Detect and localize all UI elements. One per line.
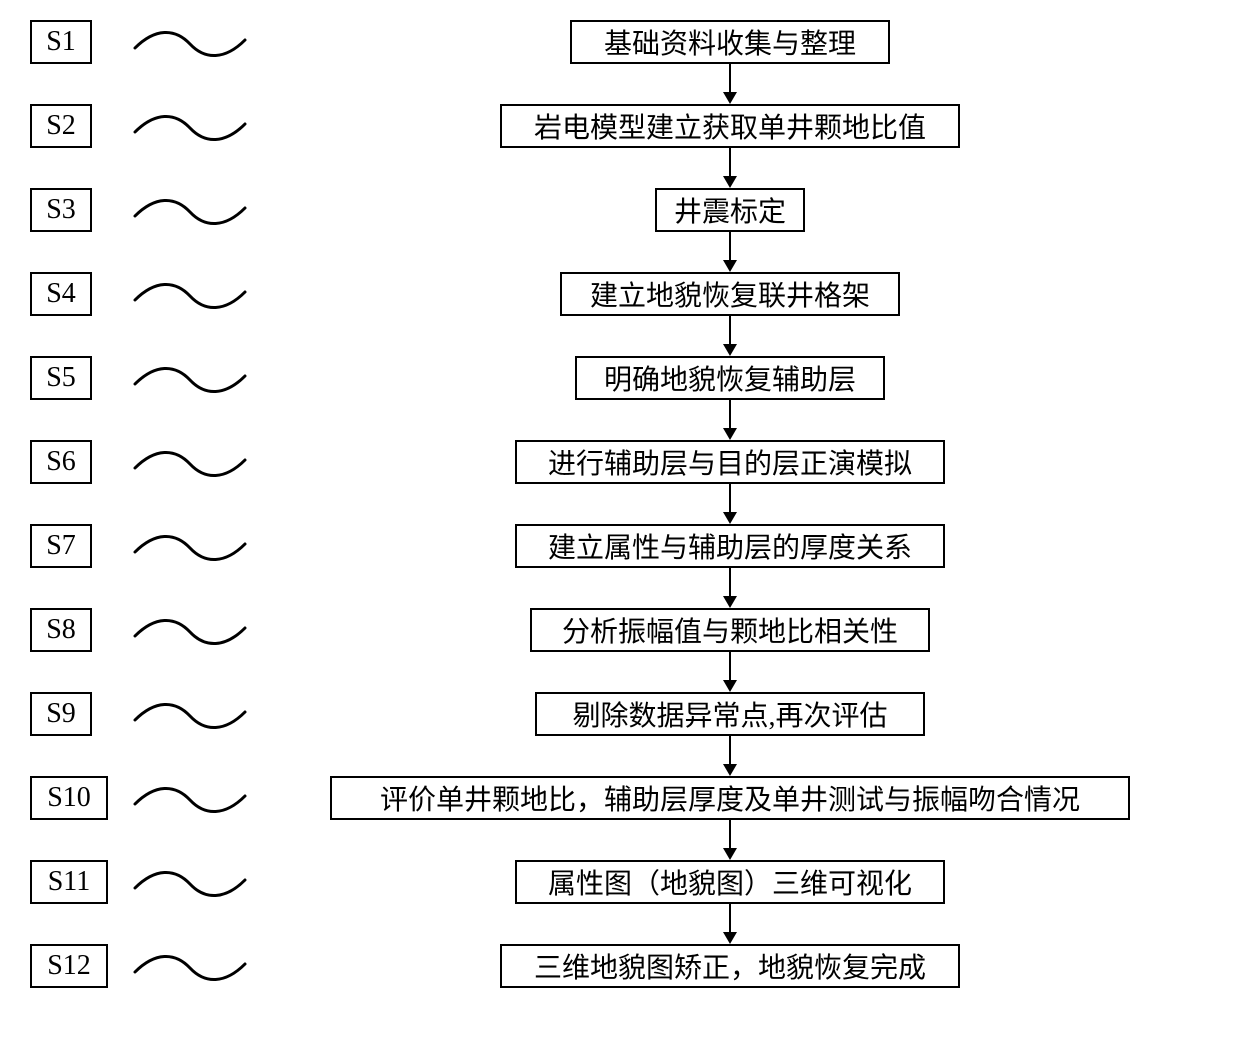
- flow-box-s10: 评价单井颗地比，辅助层厚度及单井测试与振幅吻合情况: [330, 776, 1130, 820]
- step-label-text: S12: [47, 950, 91, 982]
- step-label-s9: S9: [30, 692, 92, 736]
- flow-box-s2: 岩电模型建立获取单井颗地比值: [500, 104, 960, 148]
- step-label-text: S7: [46, 530, 76, 562]
- arrow-down-icon: [716, 148, 744, 188]
- flow-box-s4: 建立地貌恢复联井格架: [560, 272, 900, 316]
- arrow-down-icon: [716, 820, 744, 860]
- step-label-s5: S5: [30, 356, 92, 400]
- step-label-s8: S8: [30, 608, 92, 652]
- flow-box-s8: 分析振幅值与颗地比相关性: [530, 608, 930, 652]
- flow-box-text: 剔除数据异常点,再次评估: [572, 694, 887, 734]
- flow-box-text: 进行辅助层与目的层正演模拟: [548, 442, 912, 482]
- arrow-down-icon: [716, 64, 744, 104]
- flow-box-text: 属性图（地貌图）三维可视化: [548, 862, 912, 902]
- step-label-s3: S3: [30, 188, 92, 232]
- wave-icon: [130, 104, 250, 148]
- wave-icon: [130, 188, 250, 232]
- wave-icon: [130, 356, 250, 400]
- step-label-text: S10: [47, 782, 91, 814]
- arrow-down-icon: [716, 316, 744, 356]
- flow-box-text: 井震标定: [674, 190, 786, 230]
- wave-icon: [130, 272, 250, 316]
- flow-box-text: 建立属性与辅助层的厚度关系: [548, 526, 912, 566]
- flow-box-s11: 属性图（地貌图）三维可视化: [515, 860, 945, 904]
- arrow-down-icon: [716, 904, 744, 944]
- arrow-down-icon: [716, 232, 744, 272]
- step-label-text: S4: [46, 278, 76, 310]
- step-label-text: S8: [46, 614, 76, 646]
- arrow-down-icon: [716, 652, 744, 692]
- step-label-s11: S11: [30, 860, 108, 904]
- flow-box-text: 岩电模型建立获取单井颗地比值: [534, 106, 926, 146]
- flow-box-text: 评价单井颗地比，辅助层厚度及单井测试与振幅吻合情况: [380, 778, 1080, 818]
- wave-icon: [130, 440, 250, 484]
- step-label-text: S2: [46, 110, 76, 142]
- step-label-s4: S4: [30, 272, 92, 316]
- step-label-text: S11: [48, 866, 91, 898]
- wave-icon: [130, 692, 250, 736]
- flow-box-s12: 三维地貌图矫正，地貌恢复完成: [500, 944, 960, 988]
- step-label-text: S1: [46, 26, 76, 58]
- flow-box-s6: 进行辅助层与目的层正演模拟: [515, 440, 945, 484]
- wave-icon: [130, 776, 250, 820]
- step-label-text: S3: [46, 194, 76, 226]
- wave-icon: [130, 524, 250, 568]
- flow-box-s5: 明确地貌恢复辅助层: [575, 356, 885, 400]
- flow-box-text: 分析振幅值与颗地比相关性: [562, 610, 898, 650]
- flow-box-text: 明确地貌恢复辅助层: [604, 358, 856, 398]
- step-label-s7: S7: [30, 524, 92, 568]
- flow-box-text: 三维地貌图矫正，地貌恢复完成: [534, 946, 926, 986]
- step-label-text: S6: [46, 446, 76, 478]
- arrow-down-icon: [716, 400, 744, 440]
- flow-box-text: 建立地貌恢复联井格架: [590, 274, 870, 314]
- wave-icon: [130, 860, 250, 904]
- step-label-s6: S6: [30, 440, 92, 484]
- flow-box-s9: 剔除数据异常点,再次评估: [535, 692, 925, 736]
- step-label-s1: S1: [30, 20, 92, 64]
- step-label-text: S9: [46, 698, 76, 730]
- wave-icon: [130, 944, 250, 988]
- flowchart-diagram: S1 基础资料收集与整理 S2 岩电模型建立获取单井颗地比值 S3 井震标定 S4 建立地貌恢…: [30, 20, 1210, 1025]
- arrow-down-icon: [716, 484, 744, 524]
- flow-box-s7: 建立属性与辅助层的厚度关系: [515, 524, 945, 568]
- wave-icon: [130, 608, 250, 652]
- step-label-s2: S2: [30, 104, 92, 148]
- flow-box-s1: 基础资料收集与整理: [570, 20, 890, 64]
- flow-box-text: 基础资料收集与整理: [604, 22, 856, 62]
- step-label-text: S5: [46, 362, 76, 394]
- wave-icon: [130, 20, 250, 64]
- flow-box-s3: 井震标定: [655, 188, 805, 232]
- step-label-s12: S12: [30, 944, 108, 988]
- arrow-down-icon: [716, 568, 744, 608]
- step-label-s10: S10: [30, 776, 108, 820]
- arrow-down-icon: [716, 736, 744, 776]
